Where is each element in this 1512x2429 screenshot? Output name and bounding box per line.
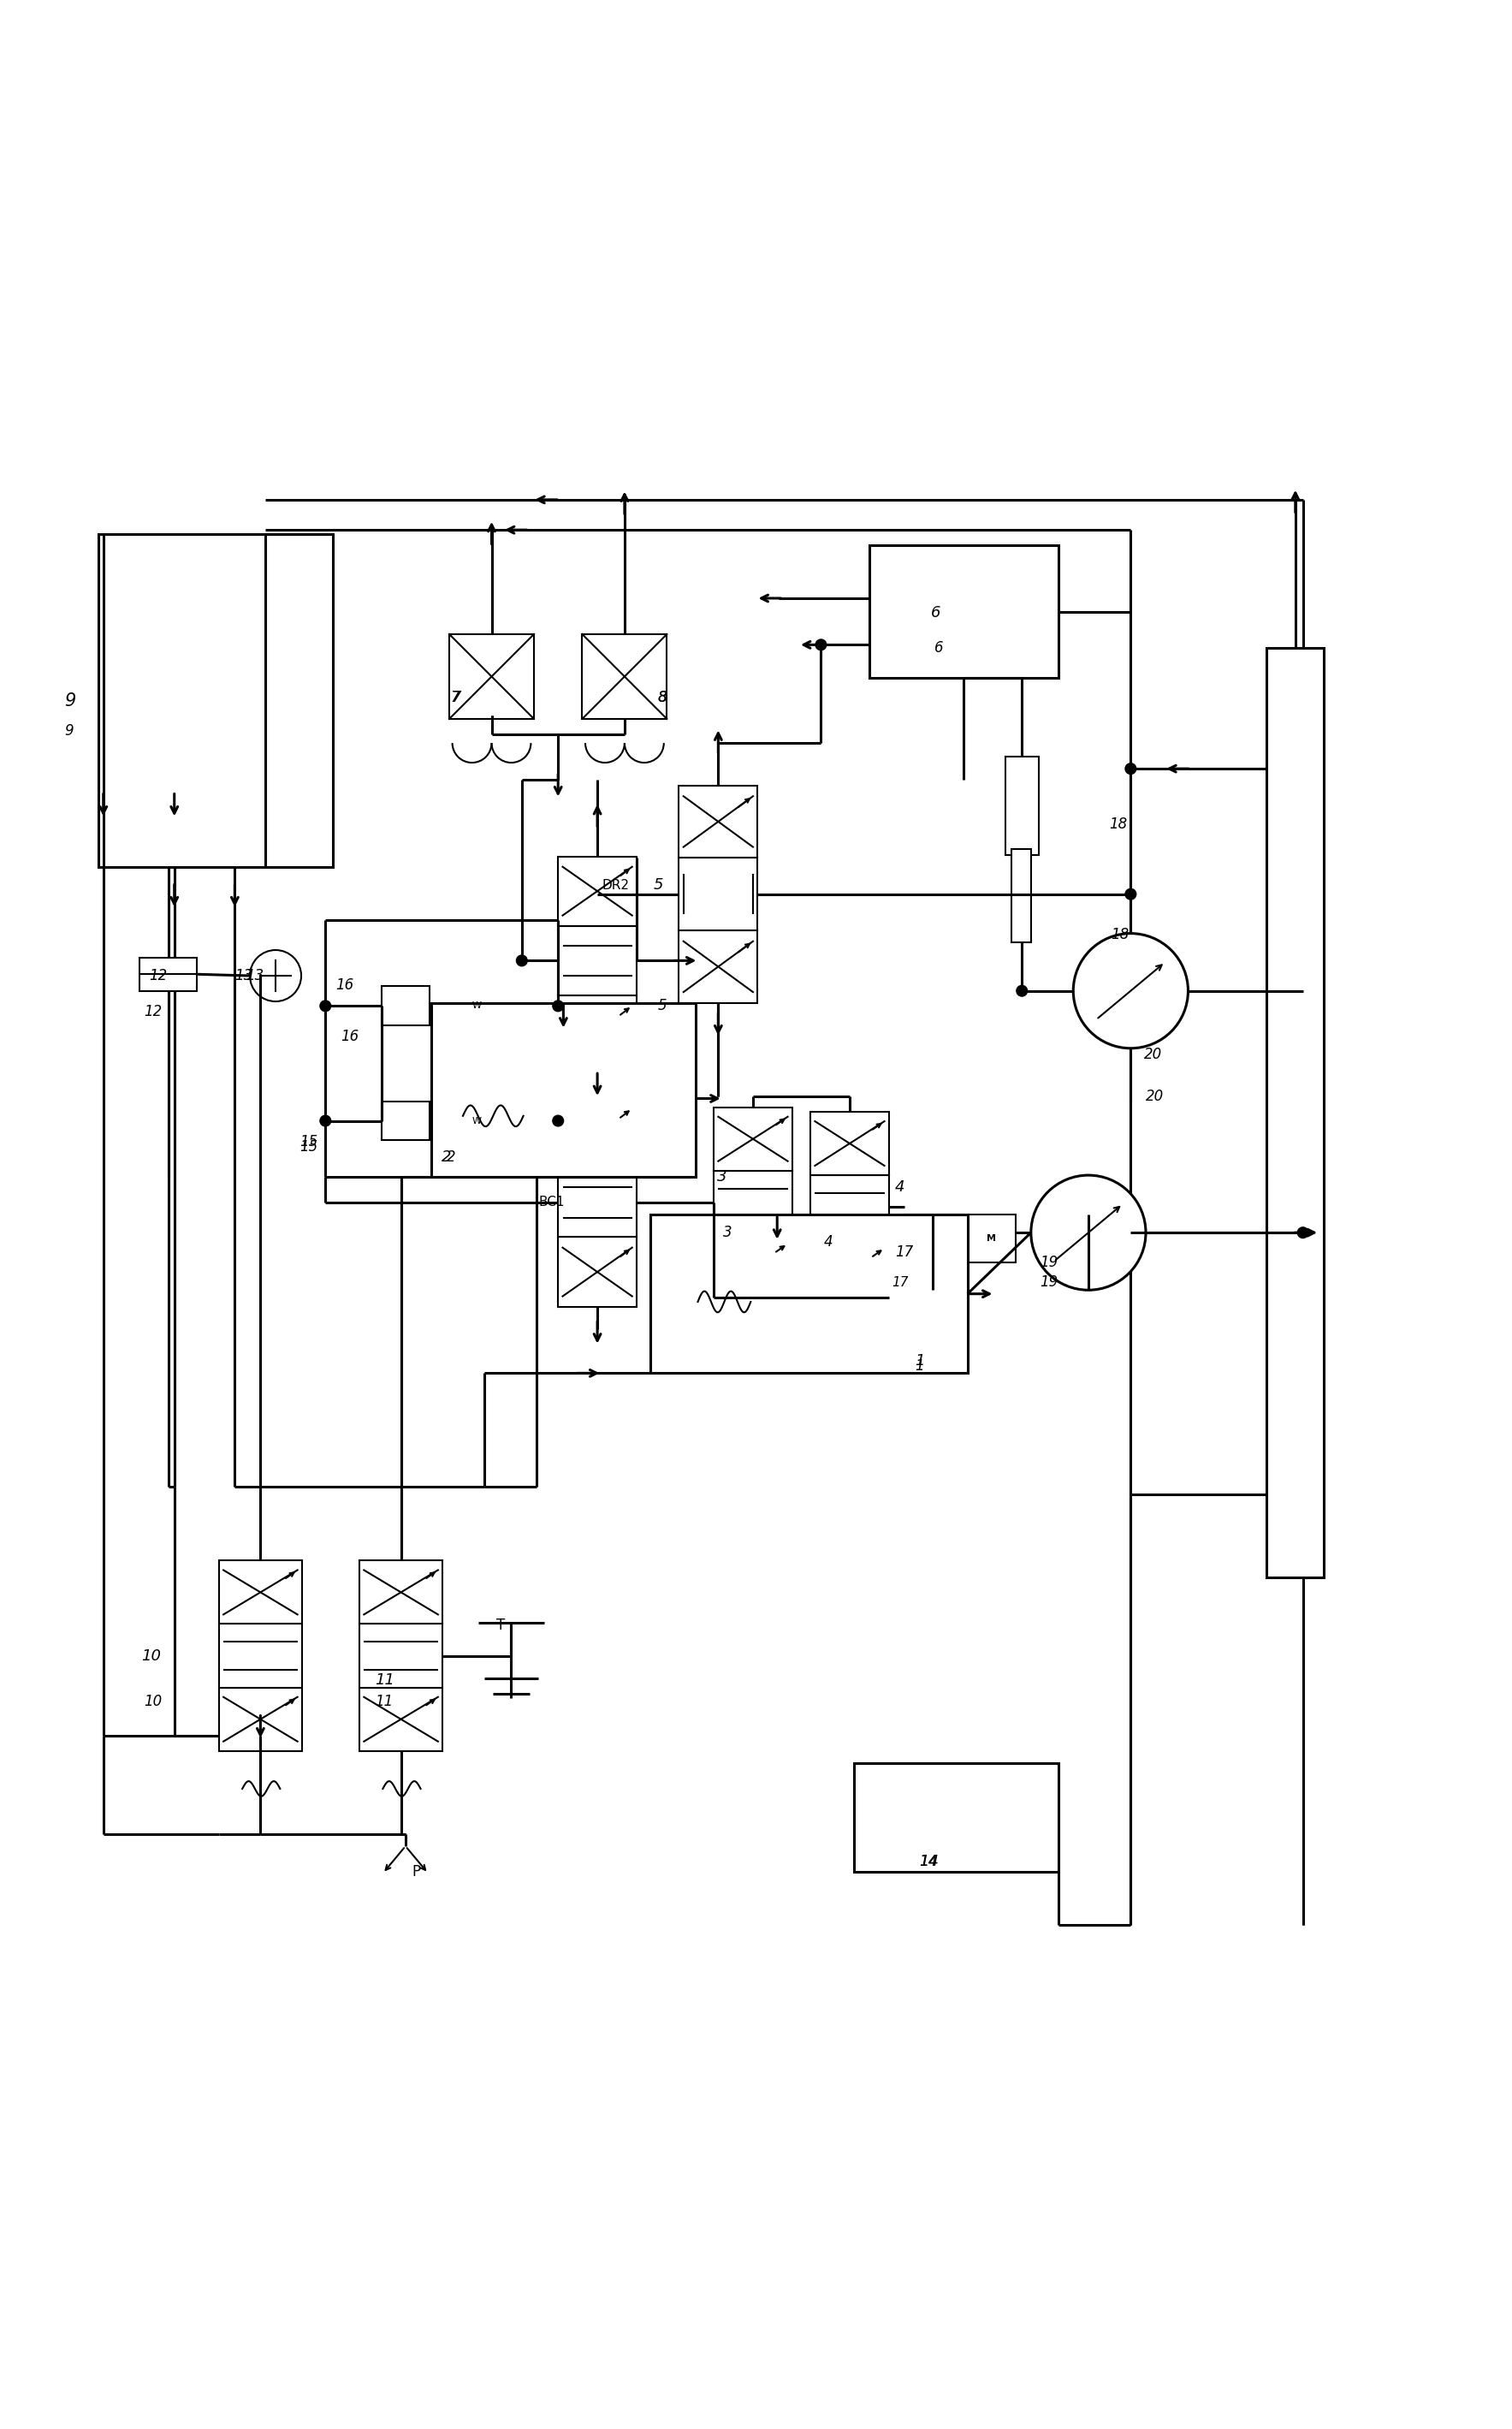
Text: 5: 5 xyxy=(653,877,664,894)
Bar xyxy=(968,1214,1016,1263)
Text: 18: 18 xyxy=(1111,928,1129,942)
Text: 7: 7 xyxy=(451,690,461,704)
Text: 20: 20 xyxy=(1146,1088,1164,1105)
Text: 12: 12 xyxy=(144,1003,162,1020)
Bar xyxy=(1005,755,1039,855)
Text: 1: 1 xyxy=(915,1353,924,1370)
Text: 4: 4 xyxy=(824,1234,833,1249)
Bar xyxy=(679,930,758,1003)
Bar xyxy=(558,857,637,925)
Text: T: T xyxy=(496,1618,505,1632)
Text: 10: 10 xyxy=(141,1647,160,1664)
Circle shape xyxy=(319,1115,331,1127)
Text: 16: 16 xyxy=(336,976,354,993)
Bar xyxy=(219,1559,302,1625)
Bar xyxy=(714,1108,792,1171)
Bar xyxy=(679,785,758,857)
Bar xyxy=(360,1625,443,1688)
Text: 8: 8 xyxy=(658,690,668,704)
Circle shape xyxy=(1297,1227,1309,1239)
Bar xyxy=(558,1236,637,1307)
Text: 10: 10 xyxy=(144,1693,162,1708)
Text: 12: 12 xyxy=(148,969,166,984)
Bar xyxy=(679,857,758,930)
Text: 4: 4 xyxy=(895,1180,904,1195)
Text: 11: 11 xyxy=(375,1693,393,1708)
Text: 20: 20 xyxy=(1145,1047,1163,1061)
Bar xyxy=(810,1239,889,1302)
Text: 2: 2 xyxy=(442,1149,452,1166)
Bar xyxy=(558,1168,637,1236)
Text: 17: 17 xyxy=(892,1275,909,1290)
Bar xyxy=(714,1171,792,1234)
Text: 14: 14 xyxy=(919,1853,937,1868)
Text: 6: 6 xyxy=(934,641,943,656)
Text: 9: 9 xyxy=(64,724,73,738)
Text: 2: 2 xyxy=(446,1149,455,1166)
Text: BC1: BC1 xyxy=(538,1195,564,1210)
Bar xyxy=(650,1214,968,1372)
Circle shape xyxy=(319,1001,331,1013)
Text: 17: 17 xyxy=(895,1244,913,1261)
Text: M: M xyxy=(987,1234,996,1244)
Circle shape xyxy=(815,639,827,651)
Text: 8: 8 xyxy=(658,690,667,704)
Circle shape xyxy=(516,955,528,967)
Bar xyxy=(810,1112,889,1176)
Text: 9: 9 xyxy=(64,692,76,709)
Bar xyxy=(558,925,637,996)
Text: 1: 1 xyxy=(915,1358,924,1372)
Text: 15: 15 xyxy=(299,1134,318,1149)
Text: 13: 13 xyxy=(234,969,253,984)
Bar xyxy=(558,1098,637,1168)
Text: W: W xyxy=(472,1001,481,1010)
Bar xyxy=(360,1688,443,1751)
Circle shape xyxy=(249,950,301,1001)
Circle shape xyxy=(552,1001,564,1013)
Text: 3: 3 xyxy=(717,1168,727,1185)
Text: DR2: DR2 xyxy=(602,879,629,891)
Bar xyxy=(869,544,1058,678)
Bar xyxy=(1267,649,1325,1576)
Text: 11: 11 xyxy=(375,1671,395,1688)
Text: 19: 19 xyxy=(1040,1256,1058,1270)
Text: 3: 3 xyxy=(723,1224,732,1241)
Bar xyxy=(449,634,534,719)
Bar xyxy=(98,534,333,867)
Text: 16: 16 xyxy=(340,1027,358,1044)
Text: 14: 14 xyxy=(919,1853,939,1868)
Bar xyxy=(904,1214,962,1263)
Text: 19: 19 xyxy=(1040,1275,1058,1290)
Bar xyxy=(381,1100,429,1142)
Circle shape xyxy=(1074,933,1188,1049)
Bar xyxy=(1012,848,1031,942)
Text: 6: 6 xyxy=(931,605,940,622)
Text: 5: 5 xyxy=(658,998,667,1013)
Circle shape xyxy=(1031,1176,1146,1290)
Circle shape xyxy=(1125,763,1137,775)
Circle shape xyxy=(552,1115,564,1127)
Bar xyxy=(854,1763,1058,1873)
Text: W: W xyxy=(472,1117,481,1125)
Bar xyxy=(360,1559,443,1625)
Text: 18: 18 xyxy=(1110,816,1128,833)
Text: 13: 13 xyxy=(245,969,263,984)
Text: P: P xyxy=(411,1863,420,1880)
Text: 15: 15 xyxy=(299,1139,318,1154)
Bar xyxy=(139,957,197,991)
Bar xyxy=(582,634,667,719)
Bar xyxy=(381,986,429,1025)
Bar xyxy=(431,1003,696,1176)
Bar xyxy=(219,1625,302,1688)
Circle shape xyxy=(1016,984,1028,996)
Circle shape xyxy=(1125,889,1137,901)
Bar xyxy=(714,1234,792,1297)
Text: 7: 7 xyxy=(451,690,460,704)
Bar xyxy=(219,1688,302,1751)
Bar xyxy=(558,996,637,1064)
Bar xyxy=(810,1176,889,1239)
